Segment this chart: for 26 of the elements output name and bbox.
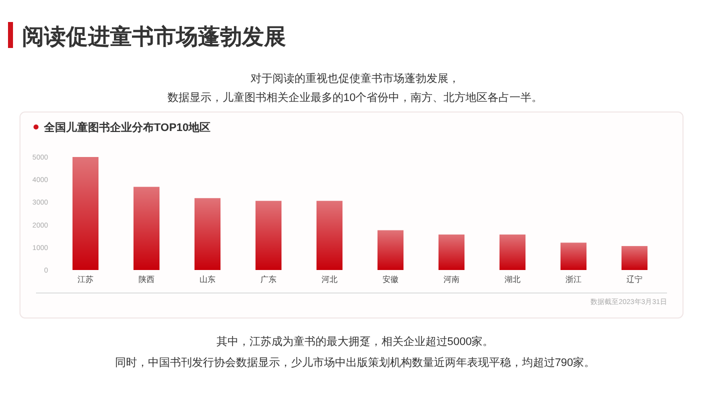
text: 其中，江苏成为童书的最大拥趸，相关企业超过5000家。 [216,335,494,348]
x-tick-label: 辽宁 [626,275,642,284]
bar [378,230,404,270]
bar [560,242,586,270]
text: 数据显示，儿童图书相关企业最多的10个省份中，南方、北方地区各占一半。 [167,91,543,104]
x-tick-label: 江苏 [78,275,94,284]
x-tick-label: 河北 [322,275,338,284]
bar [134,186,160,270]
x-tick-label: 河南 [444,275,460,284]
x-tick-label: 安徽 [382,275,398,284]
bar [256,200,282,270]
bar [194,198,220,270]
x-tick-label: 广东 [260,275,276,284]
bar [72,157,98,270]
bar [622,246,648,270]
text: 同时，中国书刊发行协会数据显示，少儿市场中出版策划机构数量近两年表现平稳，均超过790家。 [114,356,596,369]
text: 对于阅读的重视也促使童书市场蓬勃发展， [250,72,460,85]
chart-title: 阅读促进童书市场蓬勃发展 [22,24,286,49]
x-tick-label: 山东 [200,275,216,284]
x-tick-label: 浙江 [566,275,582,284]
bar [438,234,464,270]
bar [500,234,526,270]
x-tick-label: 陕西 [138,275,154,284]
x-tick-label: 湖北 [504,275,520,284]
chart-subtitle: 全国儿童图书企业分布TOP10地区 [43,121,211,134]
bar [316,200,342,270]
